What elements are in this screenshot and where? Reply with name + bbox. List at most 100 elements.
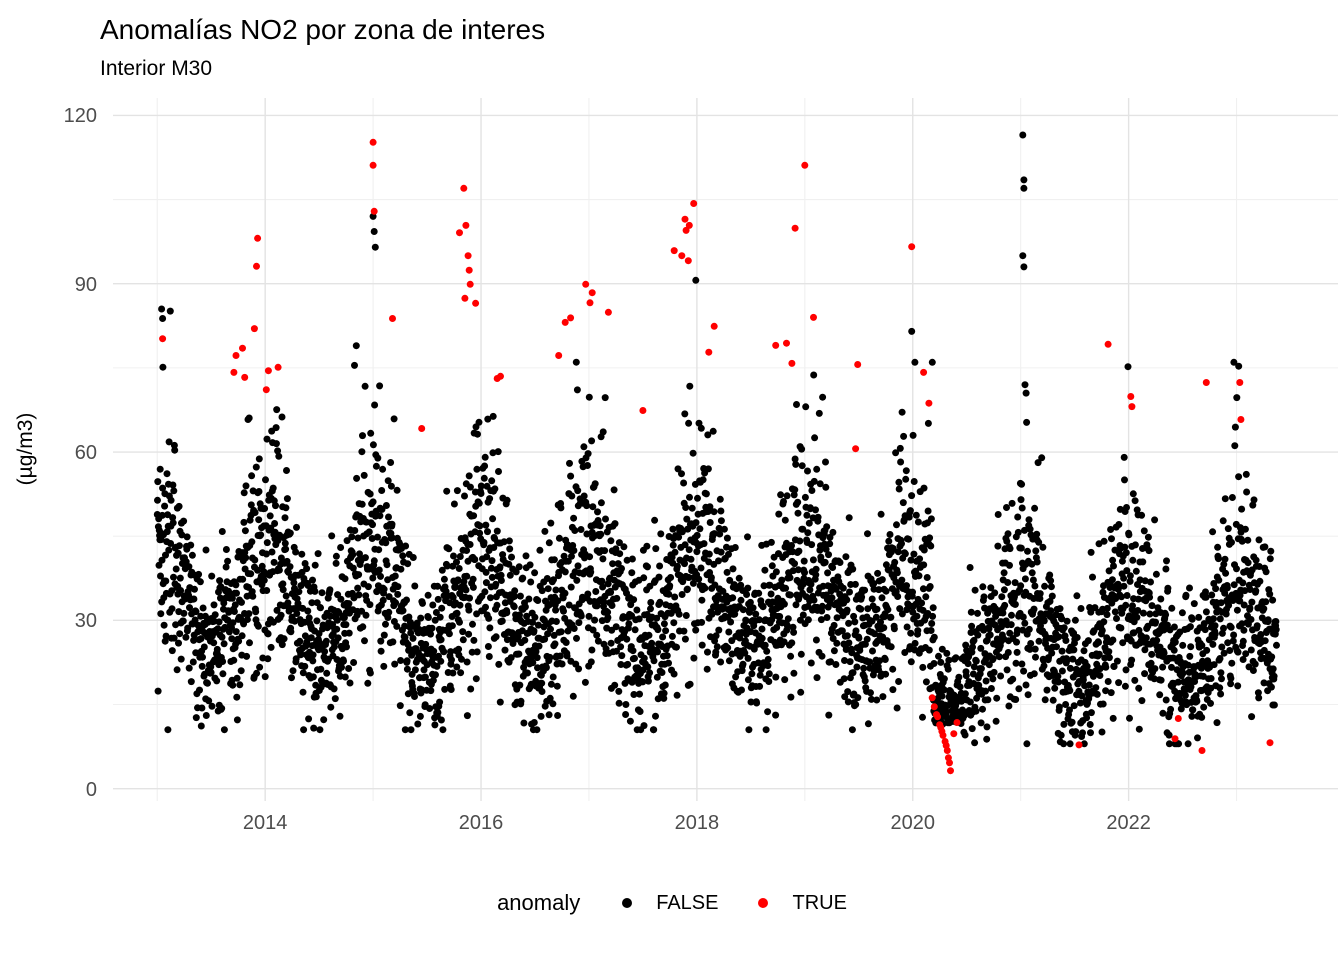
data-point-false xyxy=(673,643,680,651)
data-point-false xyxy=(1194,734,1201,742)
data-point-false xyxy=(1103,604,1111,612)
data-point-false xyxy=(372,462,380,470)
data-point-false xyxy=(188,551,196,559)
data-point-false xyxy=(851,580,859,588)
data-point-false xyxy=(473,648,481,656)
data-point-false xyxy=(480,539,488,546)
data-point-false xyxy=(881,656,889,663)
data-point-false xyxy=(1123,567,1131,575)
data-point-false xyxy=(656,598,664,606)
data-point-false xyxy=(602,515,609,523)
data-point-false xyxy=(889,545,897,552)
data-point-false xyxy=(887,643,895,651)
data-point-false xyxy=(584,462,591,469)
data-point-false xyxy=(1190,600,1198,608)
data-point-true xyxy=(604,308,612,316)
data-point-false xyxy=(377,572,384,580)
data-point-false-notable xyxy=(371,243,379,251)
data-point-false xyxy=(243,616,251,623)
data-point-false xyxy=(526,561,534,569)
data-point-false xyxy=(1109,636,1117,644)
data-point-false xyxy=(717,507,725,515)
data-point-false xyxy=(707,574,715,581)
data-point-false xyxy=(351,361,358,369)
data-point-false xyxy=(180,609,188,617)
data-point-false xyxy=(1011,600,1019,608)
data-point-false xyxy=(222,563,230,571)
data-point-false xyxy=(255,516,263,524)
data-point-false xyxy=(1066,706,1073,714)
data-point-false-notable xyxy=(1021,381,1029,389)
data-point-false xyxy=(545,539,553,547)
data-point-false xyxy=(737,581,745,589)
data-point-false xyxy=(229,681,237,689)
data-point-false xyxy=(263,587,271,594)
data-point-false xyxy=(199,653,206,661)
data-point-false xyxy=(1032,653,1039,661)
data-point-false xyxy=(262,550,270,558)
data-point-false xyxy=(699,476,707,484)
data-point-false xyxy=(233,674,241,682)
data-point-false xyxy=(1210,661,1218,669)
data-point-false xyxy=(1063,617,1071,625)
data-point-false xyxy=(970,636,978,644)
data-point-false xyxy=(448,656,455,664)
data-point-false xyxy=(465,630,473,638)
data-point-false xyxy=(235,637,243,645)
data-point-false xyxy=(1070,646,1078,654)
data-point-false xyxy=(210,601,218,609)
data-point-false xyxy=(1004,530,1012,538)
data-point-false xyxy=(233,693,241,701)
data-point-false xyxy=(653,673,661,681)
data-point-false xyxy=(443,487,451,495)
data-point-false xyxy=(456,601,464,609)
data-point-false xyxy=(554,712,562,719)
data-point-false xyxy=(169,519,177,527)
data-point-false xyxy=(1008,499,1016,507)
data-point-false xyxy=(705,550,713,558)
data-point-false xyxy=(688,504,696,512)
data-point-false xyxy=(864,605,872,613)
data-point-false xyxy=(469,575,477,583)
data-point-true xyxy=(1266,739,1274,747)
data-point-false xyxy=(998,593,1006,601)
data-point-false xyxy=(758,634,766,642)
data-point-false xyxy=(1223,584,1231,592)
data-point-false xyxy=(476,529,484,537)
data-point-false xyxy=(1014,528,1022,536)
data-point-false xyxy=(349,551,357,559)
data-point-false xyxy=(745,726,753,734)
data-point-false xyxy=(1079,729,1086,737)
data-point-false xyxy=(919,585,927,593)
data-point-false xyxy=(416,712,424,720)
data-point-false xyxy=(994,542,1002,550)
data-point-false xyxy=(286,563,294,571)
data-point-false xyxy=(1252,587,1260,595)
data-point-false xyxy=(1041,582,1049,590)
data-point-false xyxy=(1115,679,1123,687)
data-point-false xyxy=(758,625,766,633)
data-point-false xyxy=(1001,601,1009,609)
data-point-false xyxy=(1013,626,1021,634)
data-point-false xyxy=(263,435,271,443)
data-point-false xyxy=(570,547,578,554)
data-point-false xyxy=(1012,696,1020,703)
data-point-false xyxy=(1157,676,1165,684)
data-point-false xyxy=(1014,513,1022,521)
data-point-false xyxy=(481,588,489,596)
data-point-false xyxy=(575,619,583,627)
data-point-false xyxy=(746,598,754,606)
data-point-false xyxy=(1111,608,1119,616)
data-point-false xyxy=(742,617,750,625)
data-point-false xyxy=(643,542,651,550)
data-point-false xyxy=(406,709,414,717)
data-point-false xyxy=(1027,640,1035,647)
data-point-false xyxy=(636,690,643,698)
data-point-false xyxy=(1195,613,1203,621)
data-point-false xyxy=(731,544,739,551)
data-point-false xyxy=(799,525,807,533)
data-point-false xyxy=(880,624,888,632)
data-point-false xyxy=(523,612,531,620)
data-point-false xyxy=(661,681,669,689)
data-point-false xyxy=(620,543,628,551)
